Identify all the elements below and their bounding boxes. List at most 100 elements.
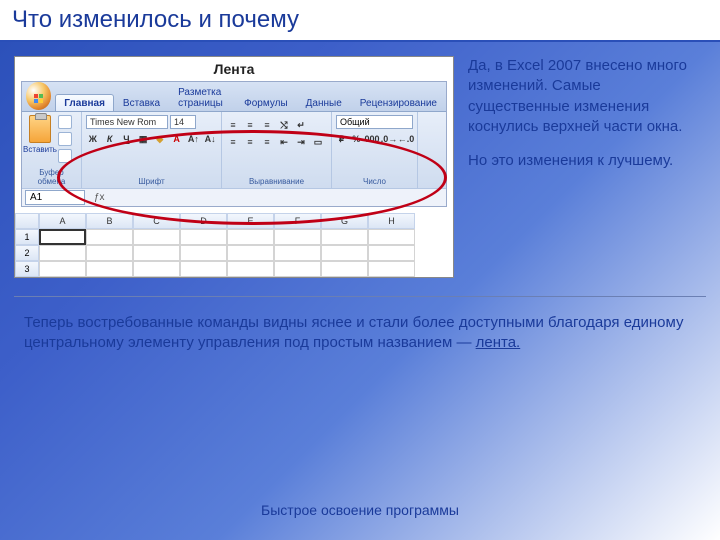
row-header[interactable]: 3 [15,261,39,277]
footer: Быстрое освоение программы [0,502,720,518]
orientation-icon[interactable]: ⤭ [277,118,291,132]
group-font: Times New Rom 14 Ж К Ч ▦ ◆ A A↑ A↓ [82,112,222,188]
ribbon: Главная Вставка Разметка страницы Формул… [21,81,447,207]
row-header[interactable]: 1 [15,229,39,245]
underline-button[interactable]: Ч [120,132,134,146]
cell[interactable] [133,245,180,261]
font-color-button[interactable]: A [170,132,184,146]
align-center-icon[interactable]: ≡ [243,135,257,149]
font-size-select[interactable]: 14 [170,115,196,129]
increase-decimal-icon[interactable]: .0→ [382,132,396,146]
cell[interactable] [274,229,321,245]
decrease-font-icon[interactable]: A↓ [203,132,217,146]
office-button[interactable] [26,82,51,110]
align-middle-icon[interactable]: ≡ [243,118,257,132]
body-text: Теперь востребованные команды видны ясне… [0,305,720,354]
col-header[interactable]: H [368,213,415,229]
page-title: Что изменилось и почему [0,0,720,42]
fx-icon[interactable]: ƒx [88,192,111,203]
col-header[interactable]: G [321,213,368,229]
fill-color-button[interactable]: ◆ [153,132,167,146]
body-p1a: Теперь востребованные команды видны ясне… [24,314,683,351]
merge-icon[interactable]: ▭ [311,135,325,149]
sidebar-text: Да, в Excel 2007 внесено много изменений… [468,56,706,171]
tab-review[interactable]: Рецензирование [351,94,446,111]
cell[interactable] [39,261,86,277]
cell[interactable] [321,261,368,277]
tab-data[interactable]: Данные [297,94,351,111]
formula-bar: A1 ƒx [22,188,446,206]
decrease-indent-icon[interactable]: ⇤ [277,135,291,149]
increase-indent-icon[interactable]: ⇥ [294,135,308,149]
ribbon-body: Вставить Буфер обмена Times New Rom [22,112,446,188]
group-alignment: ≡ ≡ ≡ ⤭ ↵ ≡ ≡ ≡ ⇤ ⇥ ▭ [222,112,332,188]
cell[interactable] [180,261,227,277]
cell[interactable] [321,229,368,245]
screenshot-caption: Лента [15,57,453,81]
cell[interactable] [39,245,86,261]
col-header[interactable]: E [227,213,274,229]
group-font-label: Шрифт [86,176,217,187]
copy-button[interactable] [58,132,72,146]
tab-home[interactable]: Главная [55,94,114,111]
cell[interactable] [368,245,415,261]
cell[interactable] [368,261,415,277]
comma-icon[interactable]: 000 [365,132,379,146]
select-all-corner[interactable] [15,213,39,229]
sidebar-p2: Но это изменения к лучшему. [468,151,706,171]
group-alignment-label: Выравнивание [226,176,327,187]
tab-insert[interactable]: Вставка [114,94,169,111]
cell[interactable] [321,245,368,261]
body-p1: Теперь востребованные команды видны ясне… [24,313,696,354]
cell[interactable] [180,229,227,245]
wrap-text-icon[interactable]: ↵ [294,118,308,132]
italic-button[interactable]: К [103,132,117,146]
body-p1b-underlined: лента. [476,334,521,351]
col-header[interactable]: C [133,213,180,229]
col-header[interactable]: D [180,213,227,229]
cut-button[interactable] [58,115,72,129]
number-format-select[interactable]: Общий [336,115,413,129]
clipboard-icon [29,115,51,143]
cell[interactable] [227,261,274,277]
cell[interactable] [133,229,180,245]
cell-a1[interactable] [39,229,86,245]
row-header[interactable]: 2 [15,245,39,261]
col-header[interactable]: A [39,213,86,229]
cell[interactable] [227,245,274,261]
col-header[interactable]: B [86,213,133,229]
group-clipboard-label: Буфер обмена [26,167,77,187]
name-box[interactable]: A1 [25,190,85,205]
cell[interactable] [368,229,415,245]
cell[interactable] [86,245,133,261]
align-right-icon[interactable]: ≡ [260,135,274,149]
bold-button[interactable]: Ж [86,132,100,146]
cell[interactable] [274,261,321,277]
percent-icon[interactable]: % [351,132,363,146]
group-number-label: Число [336,176,413,187]
decrease-decimal-icon[interactable]: ←.0 [399,132,413,146]
tab-formulas[interactable]: Формулы [235,94,297,111]
format-painter-button[interactable] [58,149,72,163]
tab-page-layout[interactable]: Разметка страницы [169,83,235,111]
align-top-icon[interactable]: ≡ [226,118,240,132]
ribbon-tabs-row: Главная Вставка Разметка страницы Формул… [22,82,446,112]
align-left-icon[interactable]: ≡ [226,135,240,149]
align-bottom-icon[interactable]: ≡ [260,118,274,132]
paste-label: Вставить [23,145,57,154]
paste-button[interactable]: Вставить [26,115,54,165]
group-clipboard: Вставить Буфер обмена [22,112,82,188]
col-header[interactable]: F [274,213,321,229]
cell[interactable] [274,245,321,261]
currency-icon[interactable]: ₽ [336,132,348,146]
border-button[interactable]: ▦ [136,132,150,146]
increase-font-icon[interactable]: A↑ [187,132,201,146]
content-row: Лента Главная Вставка Разметка страницы … [0,42,720,288]
cell[interactable] [133,261,180,277]
cell[interactable] [227,229,274,245]
ribbon-tabs: Главная Вставка Разметка страницы Формул… [55,83,446,111]
cell[interactable] [86,261,133,277]
font-family-select[interactable]: Times New Rom [86,115,168,129]
cell[interactable] [86,229,133,245]
cell[interactable] [180,245,227,261]
